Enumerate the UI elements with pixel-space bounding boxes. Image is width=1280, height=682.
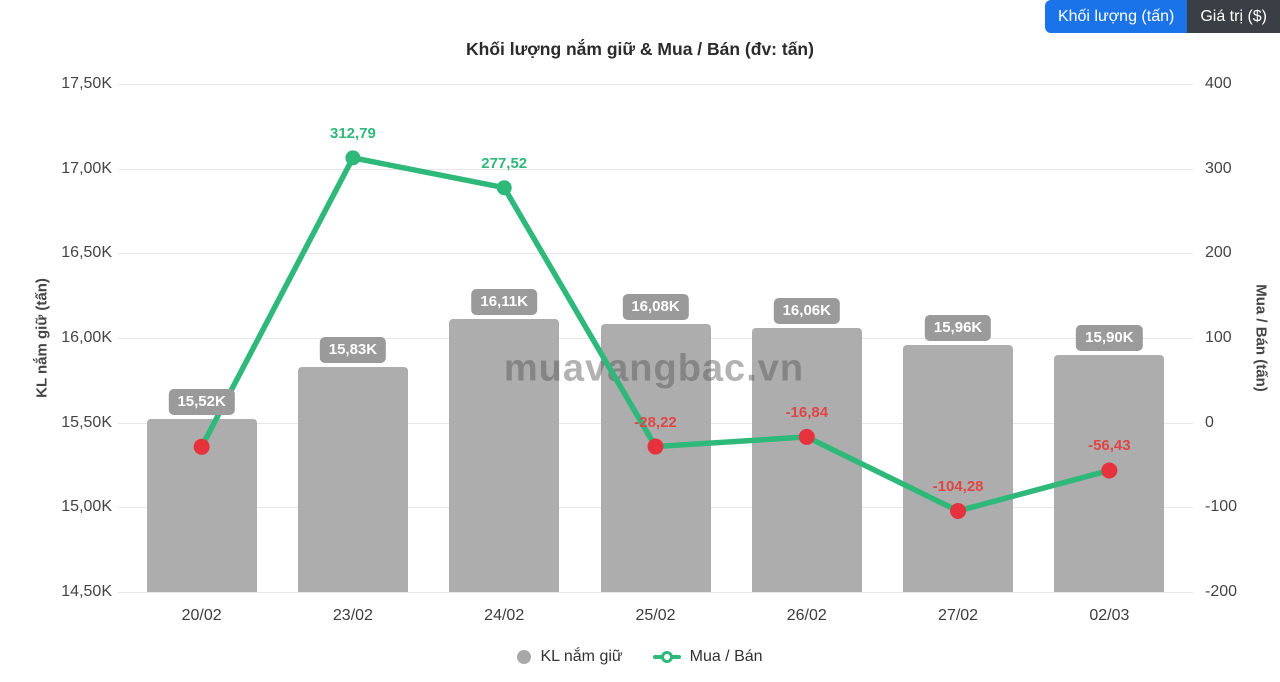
bar-value-label: 15,90K <box>1076 324 1143 351</box>
x-axis-tick: 23/02 <box>332 607 373 624</box>
point-value-label: -56,43 <box>1088 437 1131 455</box>
bar-value-label: 15,83K <box>319 336 387 363</box>
left-axis-title: KL nắm giữ (tấn) <box>33 278 51 398</box>
y-axis-tick-left: 16,50K <box>61 244 112 262</box>
y-axis-tick-left: 16,00K <box>61 329 112 346</box>
gridline <box>118 84 1193 85</box>
bar-value-label: 15,52K <box>168 389 235 416</box>
y-axis-tick-left: 17,50K <box>61 75 112 92</box>
bar-value-label: 15,96K <box>924 314 992 341</box>
watermark: muavangbac.vn <box>503 347 805 390</box>
line-point[interactable] <box>647 438 664 455</box>
x-axis-tick: 25/02 <box>635 607 676 624</box>
axis-toggle-group: Khối lượng (tấn) Giá trị ($) <box>1044 0 1280 33</box>
legend: KL nắm giữ Mua / Bán <box>0 648 1280 666</box>
y-axis-tick-right: 200 <box>1205 244 1232 262</box>
point-value-label: 312,79 <box>329 124 376 142</box>
x-axis-tick: 20/02 <box>181 607 222 624</box>
y-axis-tick-right: -100 <box>1205 498 1238 516</box>
gridline <box>118 168 1193 170</box>
bar[interactable] <box>903 344 1014 592</box>
legend-item-buysell[interactable]: Mua / Bán <box>652 648 763 666</box>
legend-label-holdings: KL nắm giữ <box>540 648 623 665</box>
x-axis-tick: 26/02 <box>786 607 827 624</box>
bar[interactable] <box>751 327 862 592</box>
bar-value-label: 16,08K <box>622 294 689 321</box>
y-axis-tick-left: 14,50K <box>61 583 112 600</box>
line-point[interactable] <box>1101 462 1118 479</box>
point-value-label: -104,28 <box>932 477 984 495</box>
y-axis-tick-right: 300 <box>1205 159 1232 177</box>
point-value-label: -16,84 <box>785 403 829 421</box>
line-point[interactable] <box>345 150 361 166</box>
y-axis-tick-right: 100 <box>1205 329 1232 346</box>
chart-title: Khối lượng nắm giữ & Mua / Bán (đv: tấn) <box>466 39 814 59</box>
line-point[interactable] <box>193 438 210 455</box>
y-axis-tick-right: 400 <box>1205 75 1232 92</box>
tab-value[interactable]: Giá trị ($) <box>1187 0 1280 33</box>
line-point[interactable] <box>950 502 967 519</box>
point-value-label: -28,22 <box>634 413 677 431</box>
gridline <box>118 592 1193 593</box>
green-line-point-icon <box>652 650 681 664</box>
tab-volume[interactable]: Khối lượng (tấn) <box>1044 0 1188 33</box>
point-value-label: 277,52 <box>481 154 528 172</box>
x-axis-tick: 02/03 <box>1089 607 1130 624</box>
bar[interactable] <box>449 319 560 592</box>
gray-circle-icon <box>517 650 532 664</box>
bar-value-label: 16,11K <box>471 289 537 316</box>
y-axis-tick-left: 17,00K <box>61 159 112 177</box>
right-axis-title: Mua / Bán (tấn) <box>1252 284 1270 392</box>
y-axis-tick-left: 15,00K <box>61 498 112 516</box>
legend-item-holdings[interactable]: KL nắm giữ <box>517 648 623 666</box>
gridline <box>118 253 1193 255</box>
y-axis-tick-right: 0 <box>1205 413 1214 431</box>
y-axis-tick-left: 15,50K <box>61 413 112 431</box>
x-axis-tick: 27/02 <box>938 607 979 624</box>
bar-value-label: 16,06K <box>773 297 840 324</box>
bar[interactable] <box>600 324 711 592</box>
x-axis-tick: 24/02 <box>484 607 525 624</box>
y-axis-tick-right: -200 <box>1205 583 1238 600</box>
line-point[interactable] <box>496 180 512 196</box>
legend-label-buysell: Mua / Bán <box>689 648 763 665</box>
bar[interactable] <box>297 366 408 592</box>
line-point[interactable] <box>798 428 815 445</box>
